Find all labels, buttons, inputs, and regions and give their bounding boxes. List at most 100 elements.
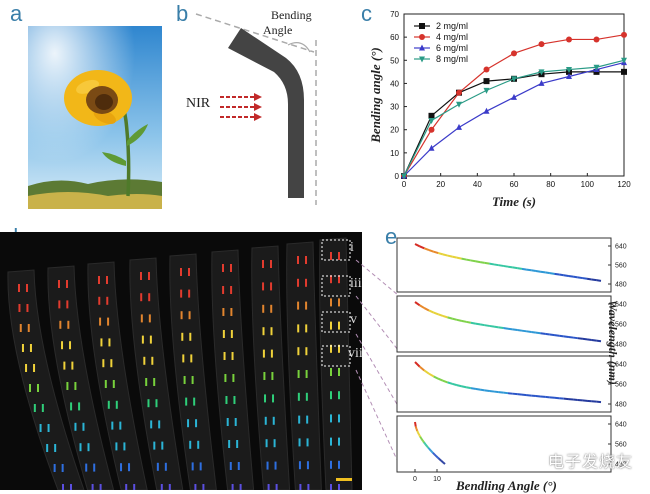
strip-dash bbox=[330, 322, 332, 330]
strip-dash bbox=[188, 268, 190, 276]
strip-dash bbox=[231, 330, 233, 338]
strip-dash bbox=[48, 424, 50, 432]
subplot-frame bbox=[397, 238, 611, 292]
strip-dash bbox=[98, 276, 100, 284]
strip-dash bbox=[105, 380, 107, 388]
wavelength-curve bbox=[499, 327, 504, 328]
watermark: 电子发烧友 bbox=[548, 448, 633, 472]
strip-dash bbox=[88, 443, 90, 451]
strip-dash bbox=[193, 398, 195, 406]
wavelength-curve bbox=[421, 438, 422, 439]
wavelength-curve bbox=[457, 385, 462, 386]
strip-dash bbox=[149, 314, 151, 322]
strip-dash bbox=[111, 422, 113, 430]
strip-dash bbox=[232, 352, 234, 360]
wavelength-curve bbox=[508, 329, 513, 330]
strip-dash bbox=[305, 324, 307, 332]
data-point bbox=[484, 78, 490, 84]
strip-dash bbox=[161, 484, 163, 490]
panel-label-a: a bbox=[10, 3, 22, 25]
strip-dash bbox=[62, 464, 64, 472]
wavelength-curve bbox=[475, 389, 480, 390]
data-point bbox=[621, 69, 627, 75]
strip-dash bbox=[46, 444, 48, 452]
wavelength-curve bbox=[417, 429, 418, 431]
strip-dash bbox=[267, 462, 269, 470]
wavelength-curve bbox=[475, 324, 480, 325]
x-tick-label: 40 bbox=[473, 180, 482, 189]
y-tick-label: 0 bbox=[395, 172, 400, 181]
strip-dash bbox=[330, 391, 332, 399]
x-tick-label: 10 bbox=[433, 476, 441, 483]
strip-dash bbox=[140, 272, 142, 280]
y-tick-label: 50 bbox=[390, 56, 399, 65]
wavelength-curve bbox=[426, 445, 427, 446]
wavelength-curve bbox=[499, 265, 504, 266]
wavelength-curve bbox=[494, 327, 499, 328]
strip-dash bbox=[102, 359, 104, 367]
legend-label: 4 mg/ml bbox=[436, 32, 468, 42]
strip-dash bbox=[66, 382, 68, 390]
x-tick-label: 120 bbox=[617, 180, 631, 189]
wavelength-curve bbox=[420, 435, 421, 436]
x-tick-label: 100 bbox=[581, 180, 595, 189]
wavelength-curve bbox=[471, 323, 476, 324]
wavelength-curve bbox=[568, 276, 573, 277]
strip-dash bbox=[230, 308, 232, 316]
wavelength-curve bbox=[489, 264, 494, 265]
strip-dash bbox=[61, 341, 63, 349]
wavelength-curve bbox=[541, 333, 546, 334]
wavelength-curve bbox=[582, 339, 587, 340]
wavelength-curve bbox=[503, 266, 508, 267]
strip-dash bbox=[133, 484, 135, 490]
wavelength-curve bbox=[441, 460, 442, 461]
strip-dash bbox=[192, 462, 194, 470]
strip-dash bbox=[70, 402, 72, 410]
strip-dash bbox=[297, 256, 299, 264]
strip-dash bbox=[297, 347, 299, 355]
strip-dash bbox=[275, 462, 277, 470]
wavelength-curve bbox=[485, 325, 490, 326]
strip-dash bbox=[271, 372, 273, 380]
wavelength-curve bbox=[416, 427, 417, 429]
subplot-frame bbox=[397, 296, 611, 352]
bending-angle-label-line2: Angle bbox=[263, 23, 312, 38]
wavelength-curve bbox=[550, 273, 555, 274]
wavelength-curve bbox=[415, 422, 416, 427]
strip-dash bbox=[272, 394, 274, 402]
strip-dash bbox=[158, 420, 160, 428]
strip-dash bbox=[153, 378, 155, 386]
strip-dash bbox=[298, 370, 300, 378]
wavelength-curve bbox=[419, 434, 420, 435]
y-axis-title: Bending angle (°) bbox=[368, 47, 383, 143]
strip-dash bbox=[181, 333, 183, 341]
wavelength-curve bbox=[418, 433, 419, 435]
wavelength-curve bbox=[423, 441, 424, 442]
strip-dash bbox=[26, 304, 28, 312]
wavelength-curve bbox=[489, 391, 494, 392]
wavelength-curve bbox=[578, 277, 583, 278]
data-point bbox=[594, 36, 600, 42]
strip-dash bbox=[197, 441, 199, 449]
strip-dash bbox=[338, 414, 340, 422]
y-tick-label: 560 bbox=[615, 263, 627, 270]
strip-dash bbox=[116, 401, 118, 409]
wavelength-curve bbox=[536, 271, 541, 272]
strip-dash bbox=[265, 417, 267, 425]
wavelength-curve bbox=[443, 462, 444, 463]
wavelength-curve bbox=[587, 339, 592, 340]
strip-dash bbox=[161, 442, 163, 450]
strip-dash bbox=[100, 338, 102, 346]
strip-dash bbox=[330, 414, 332, 422]
data-point bbox=[456, 90, 462, 96]
wavelength-curve bbox=[545, 272, 550, 273]
strip-dash bbox=[338, 484, 340, 490]
strip-dash bbox=[338, 461, 340, 469]
strip-dash bbox=[147, 399, 149, 407]
strip-dash bbox=[330, 298, 332, 306]
strip-dash bbox=[140, 293, 142, 301]
wavelength-curve bbox=[429, 448, 430, 449]
